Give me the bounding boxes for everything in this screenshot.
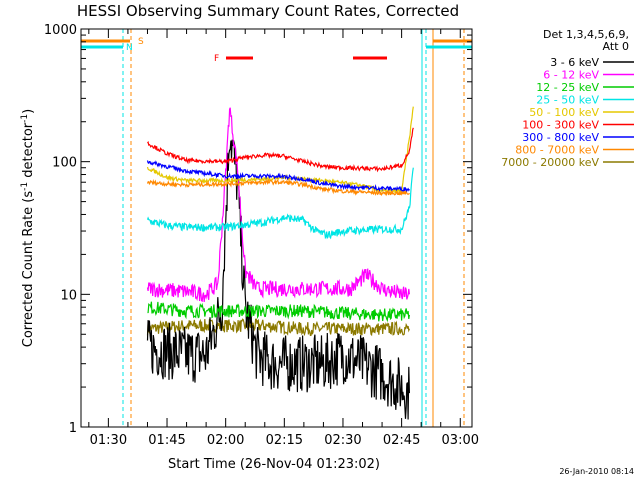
legend-header-1: Det 1,3,4,5,6,9, [543,28,629,41]
night-marker: N [126,43,133,53]
x-tick-label: 02:15 [266,433,303,448]
orbit-markers: SN F [81,29,472,427]
y-axis-label-unit: detector [21,122,36,182]
series-line-6 [146,160,410,193]
x-tick-label: 02:00 [207,433,244,448]
legend-label: 6 - 12 keV [543,69,599,82]
series-layer [146,106,414,420]
series-line-7 [146,178,410,197]
x-tick-label: 02:30 [324,433,361,448]
x-tick-label: 02:45 [383,433,420,448]
y-axis-label-exp-2: -1 [20,114,30,123]
saa-marker: S [138,37,144,47]
legend-label: 12 - 25 keV [536,81,599,94]
legend-label: 800 - 7000 keV [515,144,599,157]
x-tick-label: 01:30 [90,433,127,448]
series-line-1 [146,107,410,303]
y-tick-label: 100 [52,156,77,171]
legend-label: 100 - 300 keV [522,119,599,132]
x-tick-label: 03:00 [442,433,479,448]
y-tick-label: 1 [69,421,77,436]
legend-label: 50 - 100 keV [529,106,599,119]
y-axis-label-close: ) [21,109,36,114]
timestamp: 26-Jan-2010 08:14 [559,467,634,476]
x-tick-label: 01:45 [148,433,185,448]
series-line-3 [146,167,414,240]
y-axis-label-exp-1: -1 [20,182,30,191]
x-axis: 01:30 01:45 02:00 02:15 02:30 02:45 03:00 [88,29,479,448]
chart-title: HESSI Observing Summary Count Rates, Cor… [77,2,459,20]
series-line-4 [146,106,414,195]
y-axis: 1 10 100 1000 [44,23,472,436]
plot-frame [80,28,473,428]
y-tick-label: 10 [60,288,77,303]
flare-marker: F [214,54,219,64]
y-tick-label: 1000 [44,23,77,38]
series-line-8 [146,318,410,337]
legend-label: 300 - 800 keV [522,131,599,144]
y-axis-label-main: Corrected Count Rate (s [21,191,36,348]
y-axis-label: Corrected Count Rate (s-1 detector-1) [20,109,36,347]
legend-header-2: Att 0 [603,40,629,53]
series-line-0 [146,139,410,420]
series-line-2 [147,301,410,323]
legend-label: 3 - 6 keV [550,56,599,69]
x-axis-label: Start Time (26-Nov-04 01:23:02) [168,457,380,472]
series-line-5 [147,127,414,173]
legend-label: 7000 - 20000 keV [501,156,599,169]
legend-label: 25 - 50 keV [536,94,599,107]
